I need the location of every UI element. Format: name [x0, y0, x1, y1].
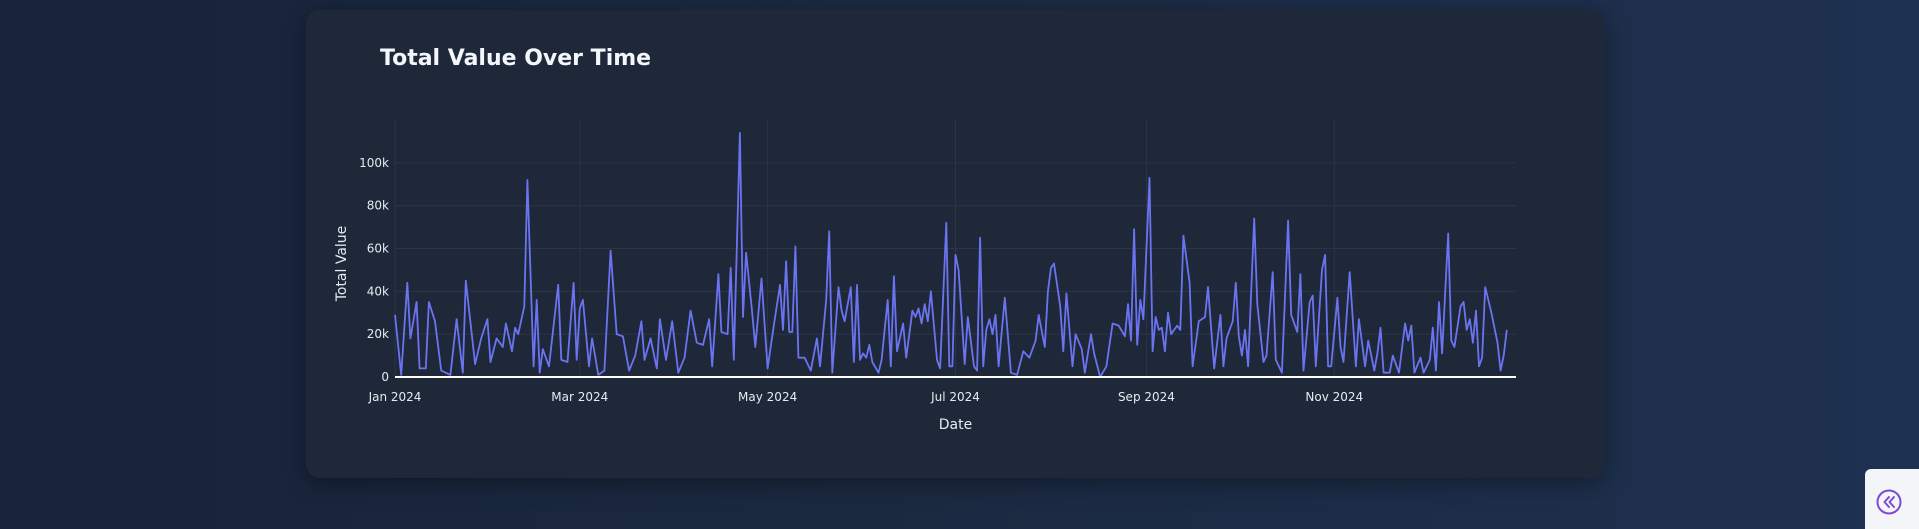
x-tick-label: Jul 2024	[930, 390, 980, 404]
y-tick-label: 60k	[367, 242, 389, 256]
chart-card: Total Value Over Time 0 20k 40k 60k 80k 100k J…	[306, 10, 1604, 478]
y-tick-label: 40k	[367, 284, 389, 298]
chart-title: Total Value Over Time	[380, 46, 652, 71]
y-tick-label: 80k	[367, 199, 389, 213]
x-tick-label: Jan 2024	[368, 390, 422, 404]
x-tick-label: May 2024	[738, 390, 797, 404]
x-tick-label: Sep 2024	[1118, 390, 1175, 404]
y-tick-label: 100k	[359, 156, 389, 170]
collapse-sidebar-button[interactable]	[1865, 469, 1919, 529]
x-tick-label: Nov 2024	[1305, 390, 1363, 404]
y-tick-label: 0	[381, 370, 389, 384]
y-tick-label: 20k	[367, 327, 389, 341]
x-axis-title: Date	[939, 417, 972, 433]
line-chart: 0 20k 40k 60k 80k 100k Jan 2024 Mar 2024 May 202…	[334, 120, 1516, 433]
series-line	[394, 132, 1508, 378]
chevrons-left-circle-icon	[1876, 489, 1902, 515]
y-axis-title: Total Value	[334, 226, 350, 303]
x-tick-label: Mar 2024	[551, 390, 608, 404]
